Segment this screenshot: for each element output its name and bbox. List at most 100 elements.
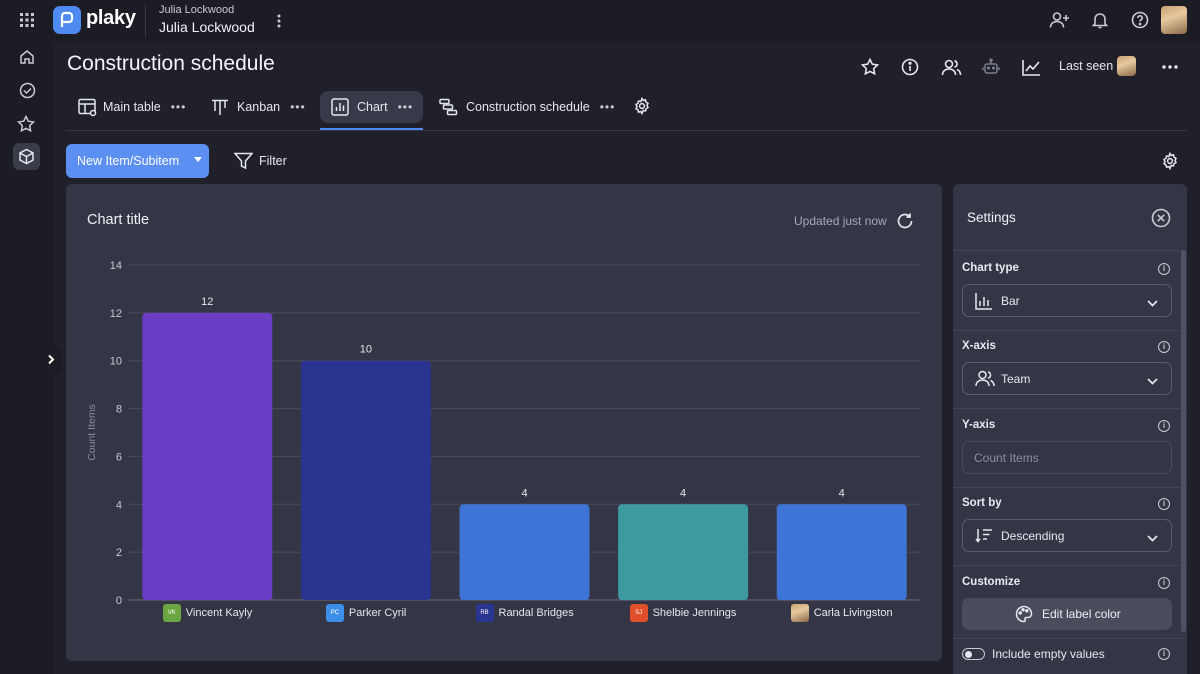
new-item-button[interactable]: New Item/Subitem — [66, 144, 209, 178]
y-tick-label: 4 — [116, 499, 122, 511]
expand-sidebar-chevron-icon[interactable] — [40, 346, 62, 372]
top-bar — [0, 0, 1200, 42]
category-name: Carla Livingston — [813, 607, 893, 619]
chevron-down-icon — [1147, 374, 1158, 388]
bar-value-label: 10 — [360, 344, 372, 356]
chevron-down-icon — [1147, 296, 1158, 310]
filter-button[interactable]: Filter — [259, 154, 287, 168]
tab-construction-schedule[interactable]: Construction schedule ••• — [439, 91, 615, 123]
y-tick-label: 10 — [110, 356, 122, 368]
favorite-star-icon[interactable] — [859, 56, 881, 78]
x-category-label: VK Vincent Kayly — [162, 604, 252, 622]
x-axis-label: X-axis — [962, 340, 996, 352]
help-icon[interactable] — [1129, 9, 1151, 31]
sort-descending-icon — [975, 527, 993, 547]
chart-settings-gear-icon[interactable] — [1159, 150, 1181, 172]
chart-bar[interactable] — [618, 504, 749, 600]
edit-label-color-button[interactable]: Edit label color — [962, 598, 1172, 630]
my-work-check-icon[interactable] — [17, 80, 37, 100]
chart-type-label: Chart type — [962, 262, 1019, 274]
last-seen-label[interactable]: Last seen — [1059, 59, 1114, 73]
last-seen-avatar[interactable] — [1117, 56, 1136, 76]
include-empty-toggle[interactable] — [962, 648, 985, 660]
divider — [145, 5, 146, 37]
tab-kanban[interactable]: Kanban ••• — [211, 91, 306, 123]
gantt-icon — [439, 98, 458, 116]
y-tick-label: 0 — [116, 595, 122, 607]
person-avatar: PC — [325, 604, 344, 622]
tab-menu-icon[interactable]: ••• — [397, 100, 414, 114]
y-tick-label: 6 — [116, 451, 122, 463]
settings-panel — [953, 184, 1187, 674]
x-axis-select[interactable]: Team — [962, 362, 1172, 395]
settings-title: Settings — [967, 210, 1016, 225]
chevron-down-icon — [1147, 531, 1158, 545]
invite-user-icon[interactable] — [1047, 9, 1071, 31]
active-tab-indicator — [320, 128, 423, 130]
new-item-label: New Item/Subitem — [77, 154, 180, 168]
x-axis-value: Team — [1001, 372, 1031, 386]
chart-bar[interactable] — [300, 360, 431, 600]
view-settings-gear-icon[interactable] — [631, 95, 653, 117]
customize-label: Customize — [962, 576, 1021, 588]
info-icon[interactable]: i — [1158, 341, 1170, 353]
chart-bar[interactable] — [459, 504, 590, 600]
more-options-icon[interactable] — [1160, 58, 1180, 76]
person-avatar: VK — [162, 604, 181, 622]
user-avatar[interactable] — [1161, 6, 1187, 34]
x-category-label: SJ Shelbie Jennings — [629, 604, 737, 622]
members-icon[interactable] — [939, 56, 963, 78]
divider — [954, 330, 1187, 331]
workspace-owner: Julia Lockwood — [159, 4, 235, 16]
refresh-icon[interactable] — [894, 210, 916, 232]
chart-title[interactable]: Chart title — [87, 212, 150, 228]
filter-icon[interactable] — [232, 150, 254, 172]
bar-value-label: 12 — [201, 296, 213, 308]
bar-value-label: 4 — [680, 487, 686, 499]
divider — [954, 250, 1187, 251]
category-name: Shelbie Jennings — [652, 607, 737, 619]
tab-chart[interactable]: Chart ••• — [320, 91, 423, 123]
caret-down-icon[interactable] — [194, 157, 202, 162]
tab-menu-icon[interactable]: ••• — [170, 100, 187, 114]
y-axis-input[interactable] — [962, 441, 1172, 474]
activity-chart-icon[interactable] — [1020, 56, 1042, 78]
plaky-logo-icon[interactable] — [53, 6, 81, 34]
y-axis-label: Y-axis — [962, 419, 996, 431]
chart-bar[interactable] — [776, 504, 907, 600]
info-icon[interactable]: i — [1158, 648, 1170, 660]
automation-robot-icon[interactable] — [980, 56, 1002, 78]
y-tick-label: 2 — [116, 547, 122, 559]
workspace-menu-icon[interactable] — [272, 12, 286, 30]
bar-value-label: 4 — [839, 487, 845, 499]
favorites-star-icon[interactable] — [15, 113, 37, 135]
bell-icon[interactable] — [1089, 9, 1111, 31]
close-icon[interactable] — [1150, 207, 1172, 229]
tab-main-table[interactable]: Main table ••• — [78, 91, 186, 123]
info-icon[interactable] — [899, 56, 921, 78]
tab-menu-icon[interactable]: ••• — [599, 100, 616, 114]
palette-icon — [1015, 605, 1033, 626]
info-icon[interactable]: i — [1158, 577, 1170, 589]
chart-type-select[interactable]: Bar — [962, 284, 1172, 317]
info-icon[interactable]: i — [1158, 420, 1170, 432]
tab-menu-icon[interactable]: ••• — [290, 100, 306, 114]
settings-scrollbar[interactable] — [1181, 250, 1186, 632]
x-category-label: RB Randal Bridges — [475, 604, 574, 622]
chart-bar[interactable] — [142, 312, 273, 600]
workspace-name[interactable]: Julia Lockwood — [159, 19, 255, 35]
info-icon[interactable]: i — [1158, 498, 1170, 510]
divider — [66, 130, 1187, 131]
apps-grid-icon[interactable] — [18, 11, 36, 29]
sort-by-select[interactable]: Descending — [962, 519, 1172, 552]
updated-status: Updated just now — [794, 214, 887, 228]
category-name: Parker Cyril — [348, 607, 407, 619]
home-icon[interactable] — [17, 47, 37, 67]
sort-by-value: Descending — [1001, 529, 1065, 543]
x-category-label: PC Parker Cyril — [325, 604, 407, 622]
tab-label: Kanban — [237, 100, 281, 114]
info-icon[interactable]: i — [1158, 263, 1170, 275]
edit-label-color-label: Edit label color — [1042, 607, 1121, 621]
y-tick-label: 8 — [116, 404, 122, 416]
workspace-cube-icon[interactable] — [13, 143, 40, 170]
